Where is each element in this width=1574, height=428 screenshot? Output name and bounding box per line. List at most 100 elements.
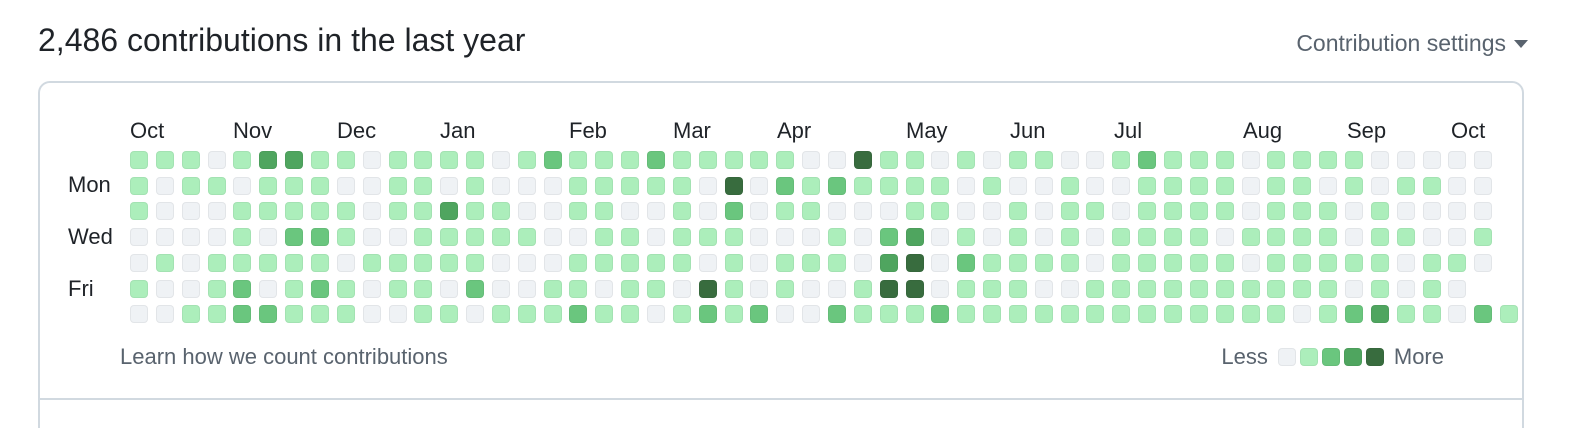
contribution-day-cell[interactable]: [673, 228, 691, 246]
contribution-day-cell[interactable]: [389, 202, 407, 220]
contribution-day-cell[interactable]: [1319, 305, 1337, 323]
contribution-day-cell[interactable]: [1423, 280, 1441, 298]
contribution-day-cell[interactable]: [1474, 305, 1492, 323]
contribution-day-cell[interactable]: [182, 305, 200, 323]
contribution-day-cell[interactable]: [828, 254, 846, 272]
contribution-day-cell[interactable]: [156, 254, 174, 272]
contribution-day-cell[interactable]: [259, 228, 277, 246]
contribution-day-cell[interactable]: [880, 254, 898, 272]
contribution-day-cell[interactable]: [1216, 151, 1234, 169]
contribution-day-cell[interactable]: [750, 305, 768, 323]
contribution-day-cell[interactable]: [725, 151, 743, 169]
contribution-day-cell[interactable]: [1397, 228, 1415, 246]
contribution-day-cell[interactable]: [1423, 202, 1441, 220]
contribution-day-cell[interactable]: [1397, 254, 1415, 272]
contribution-day-cell[interactable]: [1112, 280, 1130, 298]
contribution-day-cell[interactable]: [931, 151, 949, 169]
contribution-day-cell[interactable]: [544, 151, 562, 169]
contribution-day-cell[interactable]: [1086, 151, 1104, 169]
contribution-day-cell[interactable]: [440, 254, 458, 272]
contribution-day-cell[interactable]: [1164, 228, 1182, 246]
contribution-day-cell[interactable]: [208, 151, 226, 169]
contribution-day-cell[interactable]: [311, 305, 329, 323]
contribution-day-cell[interactable]: [621, 151, 639, 169]
contribution-day-cell[interactable]: [233, 202, 251, 220]
contribution-day-cell[interactable]: [906, 177, 924, 195]
contribution-day-cell[interactable]: [1371, 151, 1389, 169]
contribution-day-cell[interactable]: [1190, 305, 1208, 323]
contribution-day-cell[interactable]: [569, 228, 587, 246]
contribution-day-cell[interactable]: [880, 280, 898, 298]
contribution-day-cell[interactable]: [182, 228, 200, 246]
contribution-day-cell[interactable]: [1216, 305, 1234, 323]
contribution-day-cell[interactable]: [1371, 280, 1389, 298]
contribution-day-cell[interactable]: [880, 305, 898, 323]
contribution-day-cell[interactable]: [492, 254, 510, 272]
contribution-day-cell[interactable]: [233, 151, 251, 169]
contribution-day-cell[interactable]: [1138, 305, 1156, 323]
contribution-day-cell[interactable]: [595, 202, 613, 220]
contribution-day-cell[interactable]: [828, 151, 846, 169]
contribution-day-cell[interactable]: [1061, 151, 1079, 169]
contribution-day-cell[interactable]: [776, 228, 794, 246]
contribution-day-cell[interactable]: [518, 228, 536, 246]
contribution-day-cell[interactable]: [1242, 254, 1260, 272]
contribution-day-cell[interactable]: [440, 305, 458, 323]
contribution-day-cell[interactable]: [208, 305, 226, 323]
contribution-day-cell[interactable]: [1423, 305, 1441, 323]
contribution-day-cell[interactable]: [363, 228, 381, 246]
contribution-day-cell[interactable]: [440, 177, 458, 195]
contribution-day-cell[interactable]: [1009, 202, 1027, 220]
contribution-day-cell[interactable]: [1138, 202, 1156, 220]
contribution-day-cell[interactable]: [1216, 177, 1234, 195]
contribution-day-cell[interactable]: [156, 177, 174, 195]
contribution-day-cell[interactable]: [725, 280, 743, 298]
contribution-day-cell[interactable]: [854, 254, 872, 272]
contribution-day-cell[interactable]: [725, 202, 743, 220]
contribution-day-cell[interactable]: [802, 151, 820, 169]
contribution-day-cell[interactable]: [1035, 151, 1053, 169]
contribution-day-cell[interactable]: [337, 305, 355, 323]
contribution-day-cell[interactable]: [673, 202, 691, 220]
contribution-day-cell[interactable]: [285, 151, 303, 169]
contribution-day-cell[interactable]: [363, 151, 381, 169]
contribution-day-cell[interactable]: [518, 202, 536, 220]
contribution-day-cell[interactable]: [363, 280, 381, 298]
contribution-day-cell[interactable]: [1242, 228, 1260, 246]
contribution-day-cell[interactable]: [1474, 202, 1492, 220]
contribution-day-cell[interactable]: [699, 202, 717, 220]
contribution-day-cell[interactable]: [259, 151, 277, 169]
contribution-day-cell[interactable]: [1242, 280, 1260, 298]
contribution-day-cell[interactable]: [1164, 280, 1182, 298]
contribution-day-cell[interactable]: [1267, 202, 1285, 220]
contribution-day-cell[interactable]: [621, 228, 639, 246]
contribution-day-cell[interactable]: [208, 177, 226, 195]
contribution-day-cell[interactable]: [1267, 305, 1285, 323]
contribution-day-cell[interactable]: [699, 151, 717, 169]
contribution-day-cell[interactable]: [440, 151, 458, 169]
contribution-day-cell[interactable]: [1267, 254, 1285, 272]
contribution-day-cell[interactable]: [1371, 228, 1389, 246]
contribution-day-cell[interactable]: [1293, 280, 1311, 298]
contribution-day-cell[interactable]: [130, 177, 148, 195]
contribution-day-cell[interactable]: [285, 202, 303, 220]
contribution-day-cell[interactable]: [957, 305, 975, 323]
contribution-day-cell[interactable]: [1061, 202, 1079, 220]
contribution-day-cell[interactable]: [647, 177, 665, 195]
contribution-day-cell[interactable]: [492, 151, 510, 169]
contribution-day-cell[interactable]: [1242, 177, 1260, 195]
contribution-day-cell[interactable]: [854, 177, 872, 195]
contribution-day-cell[interactable]: [1448, 305, 1466, 323]
contribution-day-cell[interactable]: [854, 228, 872, 246]
contribution-day-cell[interactable]: [466, 177, 484, 195]
contribution-day-cell[interactable]: [544, 254, 562, 272]
contribution-day-cell[interactable]: [621, 202, 639, 220]
contribution-day-cell[interactable]: [1242, 151, 1260, 169]
contribution-day-cell[interactable]: [311, 254, 329, 272]
contribution-day-cell[interactable]: [1138, 177, 1156, 195]
contribution-day-cell[interactable]: [931, 254, 949, 272]
contribution-day-cell[interactable]: [233, 177, 251, 195]
contribution-day-cell[interactable]: [983, 228, 1001, 246]
contribution-day-cell[interactable]: [983, 305, 1001, 323]
contribution-day-cell[interactable]: [156, 151, 174, 169]
